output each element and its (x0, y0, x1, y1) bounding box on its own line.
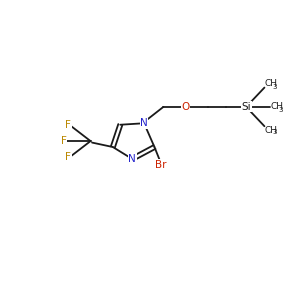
Text: N: N (140, 118, 148, 128)
Text: F: F (65, 120, 71, 130)
Text: F: F (65, 152, 71, 162)
Text: Br: Br (155, 160, 166, 170)
Text: 3: 3 (273, 84, 277, 90)
Text: CH: CH (270, 102, 284, 111)
Text: 3: 3 (279, 106, 283, 112)
Text: Si: Si (242, 102, 251, 112)
Text: CH: CH (264, 79, 278, 88)
Text: F: F (61, 136, 67, 146)
Text: O: O (182, 102, 190, 112)
Text: N: N (128, 154, 136, 164)
Text: 3: 3 (273, 129, 277, 135)
Text: CH: CH (264, 126, 278, 135)
